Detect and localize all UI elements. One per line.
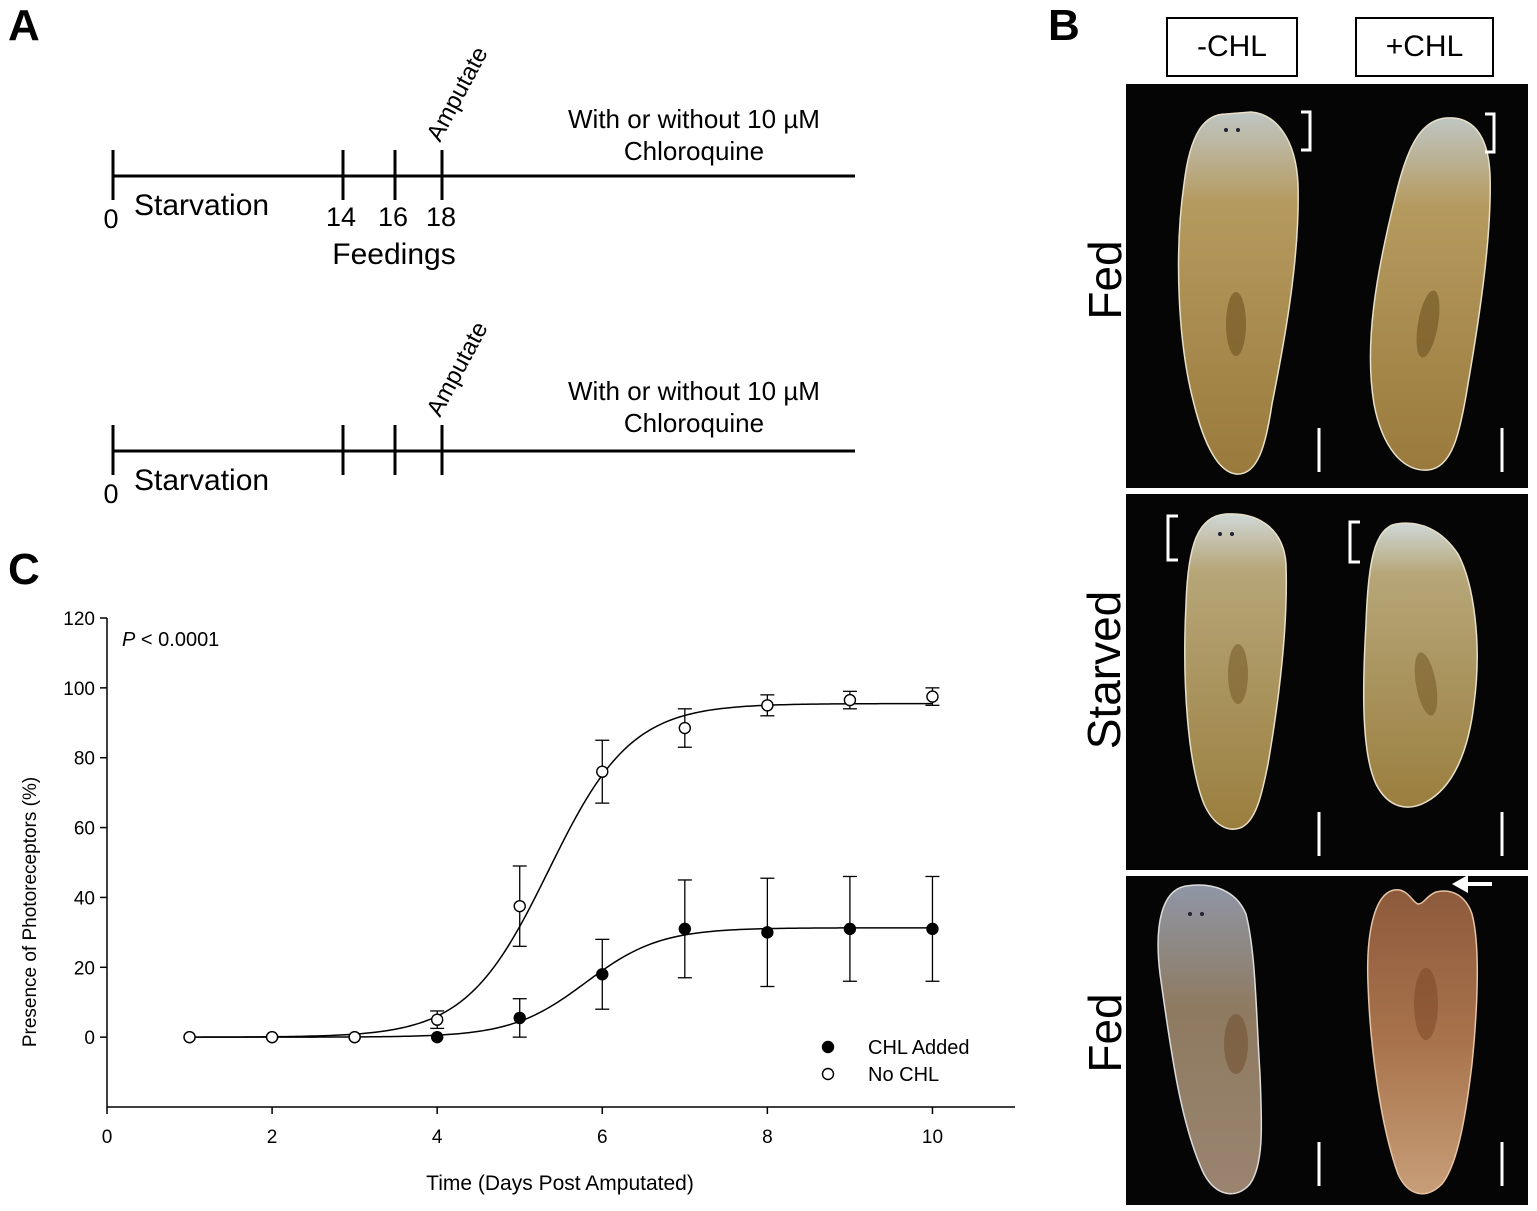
col-header-plus-chl: +CHL <box>1355 17 1494 77</box>
legend-marker-chl-added <box>821 1040 835 1054</box>
data-point-chl-added <box>430 1030 444 1044</box>
legend-label-chl-added: CHL Added <box>868 1037 970 1059</box>
data-point-no-chl <box>843 693 857 707</box>
worm-fed-minus-chl-eye-right <box>1236 128 1240 132</box>
timeline-2-start-label: 0 <box>103 479 118 509</box>
x-tick-label: 2 <box>267 1127 278 1148</box>
y-tick-label: 0 <box>84 1028 95 1049</box>
legend-marker-no-chl <box>821 1067 835 1081</box>
worm-starved-minus-chl-eye-right <box>1230 532 1234 536</box>
worm-starved-plus-chl-pharynx <box>1414 652 1438 716</box>
panel-b-letter: B <box>1048 1 1080 50</box>
bracket-starved-plus-chl <box>1348 520 1360 564</box>
y-axis-label: Presence of Photoreceptors (%) <box>20 777 41 1047</box>
worm-fed-minus-chl-eye-left <box>1224 128 1228 132</box>
fit-curve-chl-added <box>189 927 933 1038</box>
data-point-no-chl <box>348 1030 361 1044</box>
timeline-1-tick-label-14: 14 <box>326 202 356 232</box>
bracket-starved-minus-chl <box>1166 514 1178 562</box>
bracket-fed-minus-chl <box>1301 110 1312 152</box>
y-tick-label: 120 <box>63 609 95 630</box>
worm-starved-minus-chl-eye-left <box>1218 532 1222 536</box>
worm-fed2-minus-chl-eye-left <box>1188 912 1192 916</box>
panel-c-letter: C <box>8 545 40 594</box>
y-tick-label: 80 <box>74 749 95 770</box>
y-tick-label: 100 <box>63 679 95 700</box>
timeline-2-treatment-line1: With or without 10 µM <box>568 376 820 406</box>
x-axis-label: Time (Days Post Amputated) <box>426 1172 694 1195</box>
worm-fed2-minus-chl <box>1157 884 1263 1195</box>
worm-fed2-minus-chl-pharynx <box>1224 1014 1248 1074</box>
timeline-2-treatment-line2: Chloroquine <box>624 408 764 438</box>
data-point-chl-added <box>596 968 609 981</box>
data-point-no-chl <box>513 899 526 913</box>
x-tick-label: 6 <box>597 1127 608 1148</box>
worm-fed2-plus-chl <box>1366 889 1479 1195</box>
data-point-no-chl <box>761 699 774 712</box>
chart-legend: CHL Added No CHL <box>821 1037 970 1086</box>
y-tick-label: 60 <box>74 819 95 840</box>
arrow-icon <box>1452 875 1492 893</box>
p-value-text: < 0.0001 <box>135 629 219 651</box>
x-tick-label: 10 <box>922 1127 943 1148</box>
worm-photo-grid <box>1126 84 1528 1205</box>
timeline-1-amputate-label: Amputate <box>421 42 493 145</box>
x-tick-label: 8 <box>762 1127 773 1148</box>
timeline-1-tick-label-18: 18 <box>426 202 456 232</box>
y-tick-label: 40 <box>74 888 95 909</box>
chart-points <box>183 690 939 1044</box>
fit-curve-no-chl <box>189 702 933 1038</box>
worm-fed2-minus-chl-eye-right <box>1200 912 1204 916</box>
worm-fed-minus-chl-pharynx <box>1226 292 1246 356</box>
data-point-chl-added <box>926 922 939 936</box>
data-point-no-chl <box>430 1013 444 1026</box>
timeline-2: 0 Starvation Amputate With or without 10… <box>103 317 855 509</box>
timeline-diagram: 0 Starvation 14 16 18 Feedings Amputate … <box>103 42 855 509</box>
chart-error-bars <box>430 687 940 1038</box>
bracket-fed-plus-chl <box>1485 112 1496 154</box>
data-point-chl-added <box>678 922 692 936</box>
timeline-1-treatment-line2: Chloroquine <box>624 136 764 166</box>
y-tick-label: 20 <box>74 958 95 979</box>
worm-fed2-plus-chl-pharynx <box>1414 968 1438 1040</box>
data-point-chl-added <box>513 1011 526 1025</box>
data-point-no-chl <box>678 721 692 735</box>
timeline-1-treatment-line1: With or without 10 µM <box>568 104 820 134</box>
data-point-chl-added <box>843 922 857 936</box>
p-value-annotation: P < 0.0001 <box>122 629 219 651</box>
timeline-1: 0 Starvation 14 16 18 Feedings Amputate … <box>103 42 855 271</box>
panel-a-letter: A <box>8 1 40 50</box>
timeline-2-amputate-label: Amputate <box>421 317 493 420</box>
x-tick-label: 0 <box>102 1127 113 1148</box>
x-tick-label: 4 <box>432 1127 443 1148</box>
chart-fit-curves <box>189 702 933 1038</box>
data-point-no-chl <box>183 1030 196 1044</box>
row-label-starved: Starved <box>1078 590 1130 750</box>
timeline-1-feedings-label: Feedings <box>332 238 455 271</box>
timeline-1-phase-label: Starvation <box>134 189 269 222</box>
p-value-symbol: P <box>122 629 136 651</box>
timeline-1-tick-label-16: 16 <box>378 202 408 232</box>
timeline-2-phase-label: Starvation <box>134 464 269 497</box>
timeline-1-start-label: 0 <box>103 204 118 234</box>
data-point-no-chl <box>926 690 939 703</box>
data-point-no-chl <box>265 1030 279 1044</box>
col-header-minus-chl: -CHL <box>1166 17 1298 77</box>
legend-label-no-chl: No CHL <box>868 1064 939 1086</box>
worm-fed-plus-chl-pharynx <box>1416 290 1440 358</box>
data-point-chl-added <box>761 926 774 939</box>
data-point-no-chl <box>596 765 609 778</box>
worm-starved-minus-chl-pharynx <box>1228 644 1248 704</box>
